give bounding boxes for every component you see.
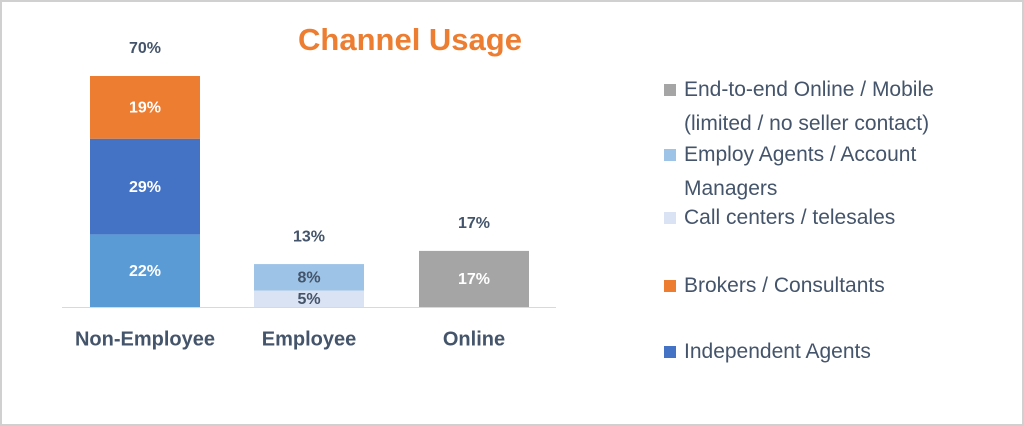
- bar-segment: [90, 234, 200, 307]
- total-label: 13%: [293, 228, 325, 245]
- bar-segment: [254, 264, 364, 291]
- segment-label: 8%: [297, 270, 320, 287]
- segment-label: 19%: [129, 100, 161, 117]
- legend-label: End-to-end Online / Mobile (limited / no…: [684, 78, 934, 135]
- x-tick-label: Employee: [262, 328, 356, 350]
- bar-segment: [90, 138, 200, 235]
- legend-swatch: [664, 149, 676, 161]
- legend-label: Employ Agents / Account Managers: [684, 143, 917, 200]
- legend-entry: Brokers / Consultants: [664, 269, 1004, 303]
- segment-label: 17%: [458, 271, 490, 288]
- legend-label: Brokers / Consultants: [684, 274, 885, 297]
- total-label: 17%: [458, 215, 490, 232]
- legend-label: Call centers / telesales: [684, 206, 896, 229]
- x-tick-label: Non-Employee: [75, 328, 215, 350]
- segment-label: 5%: [297, 291, 320, 308]
- x-tick-label: Online: [443, 328, 505, 350]
- legend-entry: End-to-end Online / Mobile (limited / no…: [664, 73, 1004, 141]
- legend-swatch: [664, 346, 676, 358]
- legend-label: Independent Agents: [684, 340, 871, 363]
- segment-label: 22%: [129, 263, 161, 280]
- total-label: 70%: [129, 40, 161, 57]
- legend-entry: Call centers / telesales: [664, 201, 1004, 235]
- chart-title: Channel Usage: [298, 22, 522, 57]
- bar-segment: [254, 290, 364, 307]
- legend-entry: Employ Agents / Account Managers: [664, 138, 1004, 206]
- legend-swatch: [664, 84, 676, 96]
- bar-segment: [90, 76, 200, 139]
- legend-entry: Independent Agents: [664, 335, 1004, 369]
- bar-segment: [419, 250, 529, 307]
- legend-swatch: [664, 280, 676, 292]
- segment-label: 29%: [129, 179, 161, 196]
- legend-swatch: [664, 212, 676, 224]
